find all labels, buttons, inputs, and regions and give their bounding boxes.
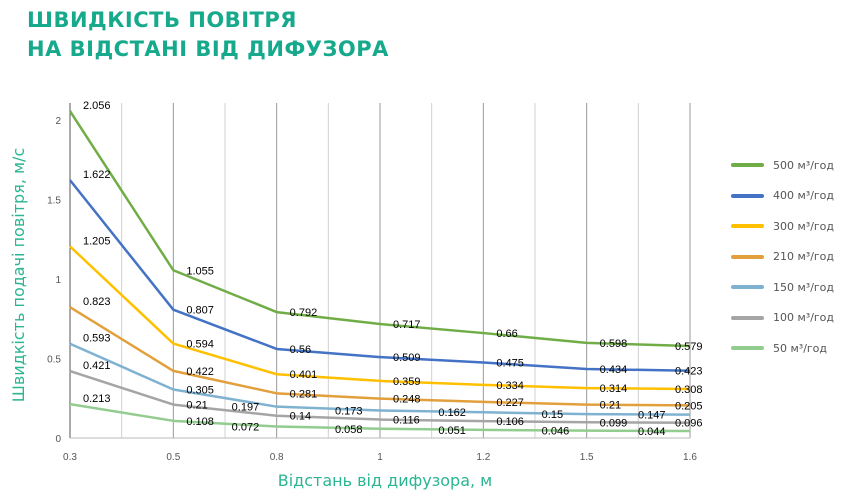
data-label: 0.116 — [393, 415, 420, 427]
x-tick-label: 1.5 — [580, 452, 594, 463]
data-label: 1.205 — [83, 235, 111, 247]
legend-swatch — [731, 254, 764, 259]
data-label: 0.594 — [186, 339, 214, 351]
legend-item: 150 м³/год — [731, 272, 834, 303]
data-label: 0.21 — [186, 400, 207, 412]
legend-label: 400 м³/год — [773, 189, 835, 203]
data-label: 0.162 — [438, 407, 466, 419]
chart-legend: 500 м³/год 400 м³/год 300 м³/год 210 м³/год… — [731, 150, 834, 364]
x-tick-label: 0.5 — [166, 452, 180, 463]
data-label: 0.509 — [393, 352, 421, 364]
data-label: 0.205 — [675, 400, 703, 412]
data-label: 0.173 — [335, 405, 363, 417]
data-label: 0.15 — [542, 409, 563, 421]
x-tick-label: 0.3 — [63, 452, 77, 463]
y-axis-label: Швидкість подачі повітря, м/с — [9, 148, 28, 403]
series-line — [69, 245, 691, 391]
chart-title: ШВИДКІСТЬ ПОВІТРЯ НА ВІДСТАНІ ВІД ДИФУЗО… — [27, 6, 389, 64]
x-tick-label: 1.6 — [683, 452, 697, 463]
data-label: 0.434 — [600, 364, 628, 376]
y-tick-label: 0 — [55, 434, 61, 445]
data-label: 0.422 — [186, 366, 214, 378]
legend-item: 400 м³/год — [731, 181, 834, 212]
x-tick-label: 0.8 — [270, 452, 284, 463]
y-tick-label: 1.5 — [47, 196, 61, 207]
data-label: 0.598 — [600, 338, 628, 350]
x-axis-label: Відстань від дифузора, м — [278, 471, 493, 490]
data-label: 0.792 — [290, 307, 318, 319]
legend-swatch — [731, 224, 764, 229]
data-label: 0.823 — [83, 296, 111, 308]
x-tick-label: 1 — [377, 452, 383, 463]
legend-label: 50 м³/год — [773, 341, 828, 355]
data-label: 0.197 — [232, 402, 260, 414]
legend-item: 50 м³/год — [731, 333, 834, 364]
series-line — [69, 402, 691, 433]
legend-item: 300 м³/год — [731, 211, 834, 242]
data-label: 0.56 — [290, 344, 311, 356]
legend-label: 150 м³/год — [773, 280, 835, 294]
series-line — [69, 369, 691, 424]
data-label: 0.359 — [393, 376, 421, 388]
data-label: 0.096 — [675, 418, 703, 430]
data-label: 0.305 — [186, 385, 214, 397]
legend-label: 300 м³/год — [773, 219, 835, 233]
data-label: 0.051 — [438, 425, 466, 437]
legend-swatch — [731, 193, 764, 198]
data-label: 0.213 — [83, 393, 111, 405]
data-label: 0.046 — [542, 426, 570, 438]
series-line — [68, 110, 691, 348]
data-label: 0.072 — [232, 422, 260, 434]
series-line — [69, 306, 691, 407]
legend-swatch — [731, 285, 764, 290]
x-tick-label: 1.2 — [476, 452, 490, 463]
data-label: 0.807 — [186, 305, 214, 317]
legend-label: 500 м³/год — [773, 158, 835, 172]
data-label: 0.401 — [290, 369, 318, 381]
legend-swatch — [731, 315, 764, 320]
legend-label: 210 м³/год — [773, 250, 835, 264]
data-label: 1.622 — [83, 169, 111, 181]
data-label: 0.281 — [290, 388, 318, 400]
legend-item: 210 м³/год — [731, 242, 834, 273]
data-label: 0.227 — [496, 397, 524, 409]
data-label: 0.248 — [393, 394, 421, 406]
data-label: 0.108 — [186, 416, 214, 428]
legend-item: 500 м³/год — [731, 150, 834, 181]
data-label: 0.579 — [675, 341, 703, 353]
series-line — [69, 342, 691, 416]
y-tick-label: 1 — [55, 275, 61, 286]
legend-item: 100 м³/год — [731, 303, 834, 334]
data-label: 2.056 — [83, 100, 111, 112]
y-tick-label: 0.5 — [47, 355, 61, 366]
legend-swatch — [731, 163, 764, 168]
legend-label: 100 м³/год — [773, 311, 835, 325]
data-label: 0.099 — [600, 417, 628, 429]
data-label: 0.21 — [600, 400, 621, 412]
data-label: 0.717 — [393, 319, 421, 331]
series-line — [69, 179, 691, 372]
data-label: 0.66 — [496, 328, 517, 340]
title-line-1: ШВИДКІСТЬ ПОВІТРЯ — [27, 8, 297, 32]
data-label: 0.475 — [496, 357, 524, 369]
data-label: 0.14 — [290, 411, 311, 423]
data-label: 0.314 — [600, 383, 628, 395]
data-label: 0.044 — [638, 426, 666, 438]
data-label: 0.147 — [638, 410, 666, 422]
data-label: 0.106 — [496, 416, 524, 428]
data-label: 0.421 — [83, 360, 111, 372]
data-label: 0.423 — [675, 366, 703, 378]
data-label: 1.055 — [186, 265, 214, 277]
data-label: 0.058 — [335, 424, 363, 436]
y-tick-label: 2 — [55, 116, 61, 127]
title-line-2: НА ВІДСТАНІ ВІД ДИФУЗОРА — [27, 37, 389, 61]
legend-swatch — [731, 346, 764, 351]
data-label: 0.593 — [83, 333, 111, 345]
data-label: 0.334 — [496, 380, 524, 392]
data-label: 0.308 — [675, 384, 703, 396]
